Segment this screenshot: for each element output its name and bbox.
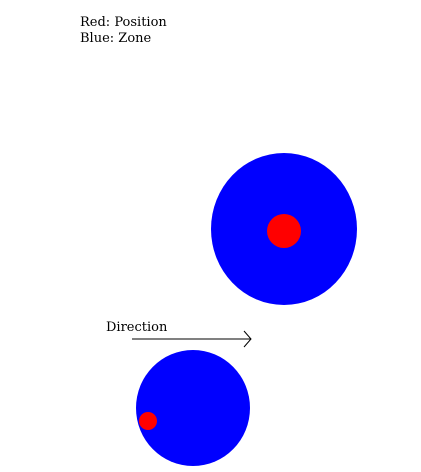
direction-label: Direction (106, 320, 168, 335)
position-dot-upper (267, 214, 301, 248)
position-dot-lower (139, 412, 157, 430)
direction-arrow (132, 330, 252, 348)
legend-blue: Blue: Zone (80, 31, 152, 46)
zone-circle-lower (136, 350, 250, 466)
legend-red: Red: Position (80, 15, 167, 30)
legend: Red: Position Blue: Zone (80, 15, 167, 47)
